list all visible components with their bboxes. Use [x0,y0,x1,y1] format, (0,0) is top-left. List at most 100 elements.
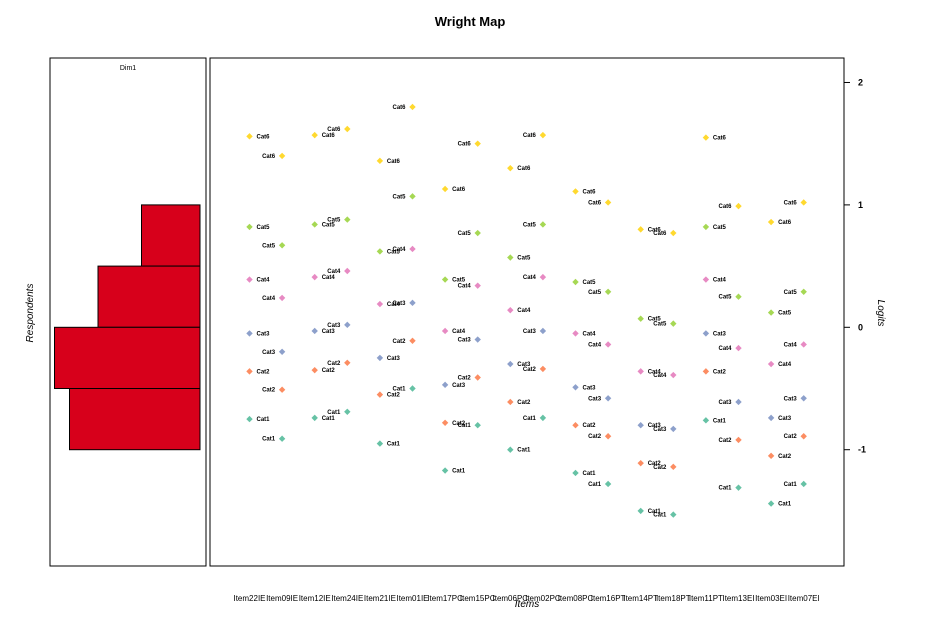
threshold-label: Cat1 [523,416,537,422]
threshold-label: Cat6 [262,154,276,160]
threshold-label: Cat6 [588,200,602,206]
threshold-point [441,419,449,426]
threshold-point [246,415,253,423]
threshold-point [246,330,253,337]
threshold-point [246,368,253,375]
threshold-point [539,273,547,281]
logits-tick-label: 2 [858,77,863,87]
threshold-label: Cat5 [327,218,341,224]
threshold-label: Cat1 [784,482,798,488]
threshold-point [670,229,677,237]
threshold-point [735,344,742,352]
threshold-point [311,366,318,374]
threshold-label: Cat3 [588,396,602,402]
threshold-label: Cat3 [784,396,798,402]
threshold-point [572,422,579,429]
threshold-point [311,131,318,139]
threshold-label: Cat1 [452,469,466,475]
threshold-label: Cat4 [517,308,531,314]
threshold-label: Cat5 [262,243,276,249]
threshold-label: Cat4 [327,269,341,275]
threshold-label: Cat6 [517,166,531,172]
threshold-point [604,433,612,440]
threshold-point [539,365,547,373]
chart-title: Wright Map [435,14,506,29]
histogram-bar-0 [141,204,201,267]
threshold-label: Cat6 [257,134,271,140]
threshold-point [572,188,579,195]
threshold-label: Cat2 [583,423,597,429]
threshold-point [409,299,416,307]
threshold-point [604,288,612,296]
threshold-label: Cat1 [648,509,662,515]
threshold-label: Cat4 [588,342,602,348]
threshold-label: Cat3 [523,329,537,335]
threshold-label: Cat2 [713,369,727,375]
histogram-bar-1 [97,265,201,328]
threshold-point [474,140,481,147]
threshold-point [441,467,449,474]
threshold-point [376,248,384,255]
threshold-point [507,164,514,172]
threshold-point [409,337,416,344]
threshold-label: Cat2 [458,375,472,381]
threshold-label: Cat6 [583,189,597,195]
threshold-point [800,341,807,348]
threshold-point [702,330,710,337]
threshold-label: Cat1 [387,442,401,448]
threshold-label: Cat1 [458,423,472,429]
threshold-label: Cat6 [452,187,466,193]
threshold-label: Cat3 [713,331,727,337]
item-tick-label: Item16PT [591,594,626,603]
threshold-point [735,293,742,300]
threshold-label: Cat4 [523,275,537,281]
threshold-point [767,360,775,368]
histogram-bar-3 [69,388,201,451]
threshold-label: Cat1 [778,502,792,508]
item-tick-label: Item13EI [722,594,754,603]
threshold-point [572,469,579,477]
threshold-point [507,360,514,368]
threshold-point [474,229,481,237]
threshold-point [637,422,644,429]
logits-tick-label: 1 [858,200,863,210]
threshold-point [735,484,742,491]
threshold-point [507,306,514,314]
threshold-label: Cat3 [653,427,667,433]
threshold-point [409,193,416,200]
threshold-label: Cat3 [718,400,732,406]
threshold-point [637,226,644,233]
threshold-point [539,131,547,139]
threshold-label: Cat2 [452,421,466,427]
threshold-label: Cat3 [778,416,792,422]
threshold-label: Cat2 [784,434,798,440]
threshold-point [800,480,807,488]
threshold-point [441,276,449,283]
threshold-label: Cat1 [588,482,602,488]
threshold-point [604,341,612,348]
threshold-label: Cat5 [458,231,472,237]
threshold-point [702,134,710,141]
threshold-label: Cat5 [387,249,401,255]
respondents-panel-frame [49,57,207,567]
threshold-point [572,278,579,286]
threshold-label: Cat3 [452,383,466,389]
threshold-point [767,500,775,507]
dimension-label: Dim1 [120,65,136,72]
threshold-label: Cat4 [713,278,727,284]
threshold-label: Cat3 [257,331,271,337]
threshold-point [767,218,775,226]
threshold-point [409,103,416,111]
threshold-point [441,185,449,193]
threshold-label: Cat6 [718,204,732,210]
threshold-label: Cat6 [392,105,406,111]
threshold-label: Cat5 [713,225,727,231]
threshold-label: Cat5 [718,295,732,301]
item-tick-label: Item03EI [755,594,787,603]
item-tick-label: Item21IE [364,594,396,603]
threshold-point [311,327,318,335]
histogram-bar-2 [54,326,201,390]
threshold-point [604,395,612,402]
threshold-label: Cat5 [392,194,406,200]
threshold-label: Cat2 [262,388,276,394]
